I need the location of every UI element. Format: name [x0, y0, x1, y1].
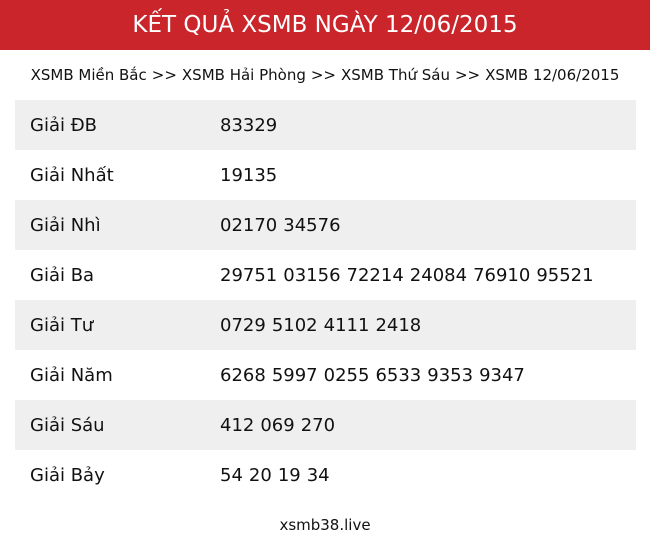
footer-text: xsmb38.live: [279, 516, 371, 534]
prize-number: 83329: [220, 114, 278, 136]
breadcrumb-link[interactable]: XSMB Thứ Sáu: [341, 66, 450, 84]
prize-number: 34576: [283, 214, 341, 236]
prize-numbers: 02170 34576: [220, 215, 347, 236]
prize-number: 0729: [220, 314, 266, 336]
prize-number: 0255: [323, 364, 370, 386]
prize-number: 95521: [536, 264, 594, 286]
prize-number: 02170: [220, 214, 278, 236]
header: KẾT QUẢ XSMB NGÀY 12/06/2015: [0, 0, 650, 50]
prize-number: 270: [300, 414, 336, 436]
prize-number: 5102: [271, 314, 318, 336]
prize-number: 412: [220, 414, 255, 436]
prize-row: Giải Sáu 412 069 270: [15, 400, 636, 450]
prize-row: Giải Năm 6268 5997 0255 6533 9353 9347: [15, 350, 636, 400]
prize-number: 72214: [346, 264, 404, 286]
breadcrumb-link[interactable]: XSMB Hải Phòng: [181, 66, 306, 84]
prize-number: 03156: [283, 264, 341, 286]
title: KẾT QUẢ XSMB NGÀY 12/06/2015: [132, 12, 518, 38]
prize-number: 19135: [220, 164, 278, 186]
prize-label: Giải Nhì: [30, 214, 101, 236]
prize-numbers: 83329: [220, 115, 283, 136]
prize-number: 29751: [220, 264, 278, 286]
prize-numbers: 19135: [220, 165, 283, 186]
prize-label: Giải Sáu: [30, 414, 105, 436]
prize-label: Giải Bảy: [30, 464, 105, 486]
prize-number: 5997: [271, 364, 318, 386]
prize-row: Giải Nhì 02170 34576: [15, 200, 636, 250]
prize-row: Giải Nhất 19135: [15, 150, 636, 200]
prize-number: 9353: [427, 364, 474, 386]
prize-number: 34: [306, 464, 330, 486]
prize-label: Giải Ba: [30, 264, 95, 286]
prize-label: Giải Năm: [30, 364, 113, 386]
breadcrumb-link[interactable]: XSMB Miền Bắc: [30, 66, 147, 84]
breadcrumb: XSMB Miền Bắc >> XSMB Hải Phòng >> XSMB Thứ …: [0, 50, 650, 100]
prize-numbers: 412 069 270: [220, 415, 341, 436]
prize-numbers: 6268 5997 0255 6533 9353 9347: [220, 365, 531, 386]
prize-number: 19: [277, 464, 301, 486]
prize-numbers: 54 20 19 34: [220, 465, 336, 486]
breadcrumb-separator: >>: [454, 66, 481, 84]
prize-number: 76910: [473, 264, 531, 286]
breadcrumb-separator: >>: [310, 66, 336, 84]
results-table: Giải ĐB 83329 Giải Nhất 19135 Giải Nhì 02170 3…: [15, 100, 636, 500]
prize-number: 2418: [375, 314, 422, 336]
prize-label: Giải Nhất: [30, 164, 114, 186]
prize-label: Giải ĐB: [30, 114, 97, 136]
prize-label: Giải Tư: [30, 314, 94, 336]
prize-number: 20: [248, 464, 272, 486]
prize-row: Giải Ba 29751 03156 72214 24084 76910 95521: [15, 250, 636, 300]
prize-numbers: 29751 03156 72214 24084 76910 95521: [220, 265, 600, 286]
prize-number: 6268: [220, 364, 266, 386]
prize-numbers: 0729 5102 4111 2418: [220, 315, 427, 336]
prize-number: 6533: [375, 364, 422, 386]
breadcrumb-link[interactable]: XSMB 12/06/2015: [485, 66, 620, 84]
prize-number: 24084: [409, 264, 468, 286]
footer: xsmb38.live: [0, 516, 650, 534]
prize-row: Giải Bảy 54 20 19 34: [15, 450, 636, 500]
prize-number: 54: [220, 464, 243, 486]
prize-number: 069: [260, 414, 295, 436]
prize-row: Giải ĐB 83329: [15, 100, 636, 150]
prize-number: 9347: [479, 364, 525, 386]
breadcrumb-separator: >>: [151, 66, 177, 84]
prize-row: Giải Tư 0729 5102 4111 2418: [15, 300, 636, 350]
prize-number: 4111: [323, 314, 370, 336]
